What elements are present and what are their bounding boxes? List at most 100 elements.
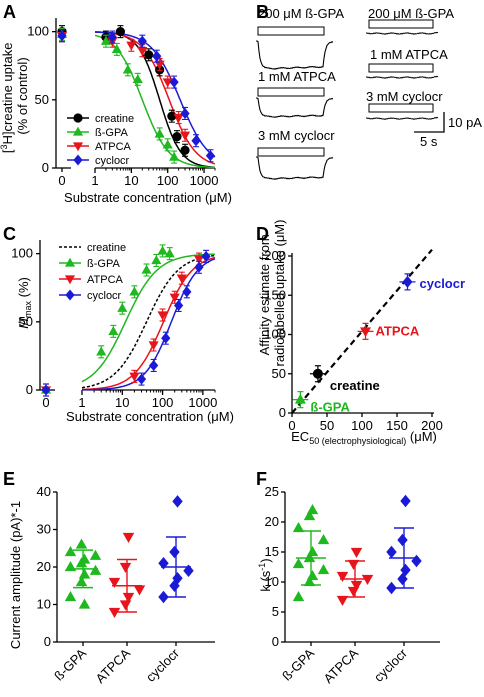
data-point-atpca <box>137 47 148 57</box>
panel-c-current-chart: I/Imax (%) Substrate concentration (μM) … <box>11 240 234 424</box>
category-label: ATPCA <box>93 645 134 686</box>
data-point-cyclocr <box>386 581 397 595</box>
data-point-atpca <box>336 595 349 606</box>
current-trace-atpca-left <box>256 97 334 119</box>
fit-curve-cyclocr <box>95 31 216 158</box>
data-point-creatine <box>172 132 182 142</box>
panel-f-ylabel: k (s-1) <box>257 558 273 591</box>
trace-label-bgpa-right: 200 μM ß-GPA <box>368 6 454 21</box>
y-tick-label: 0 <box>279 405 286 420</box>
panel-d-correlation-chart: Affinity estimate from radiolabelled upt… <box>257 220 465 446</box>
data-point-cyclocr <box>182 286 192 298</box>
x-tick-label: 0 <box>42 395 49 410</box>
data-point-cyclocr <box>174 299 184 311</box>
data-point-cyclocr <box>158 590 169 604</box>
fit-curve-atpca <box>82 256 216 391</box>
data-point-bgpa <box>64 591 77 602</box>
y-tick-label: 10 <box>265 574 279 589</box>
panel-letter-f: F <box>256 469 267 489</box>
data-point-cyclocr <box>205 150 216 162</box>
data-point-atpca <box>133 585 146 596</box>
data-point-bgpa <box>292 591 305 602</box>
data-point-bgpa <box>169 151 180 161</box>
y-tick-label: 0 <box>42 160 49 175</box>
data-point-cyclocr <box>397 533 408 547</box>
data-point-bgpa <box>303 510 316 521</box>
current-trace-atpca-right <box>366 75 439 79</box>
data-point-cyclocr <box>41 384 51 396</box>
legend-marker-creatine <box>73 113 83 123</box>
data-point-atpca <box>336 571 349 582</box>
application-bar <box>257 26 325 36</box>
data-point-cyclocr <box>137 35 147 47</box>
panel-d-xlabel: EC50 (electrophysiological) (μM) <box>291 429 437 446</box>
data-point-bgpa <box>122 64 133 74</box>
data-point-cyclocr <box>57 30 67 42</box>
data-point-bgpa <box>154 128 165 138</box>
data-point-atpca <box>126 41 137 51</box>
data-point-bgpa <box>162 139 173 149</box>
panel-d-ylabel: Affinity estimate from radiolabelled upt… <box>257 220 287 367</box>
category-label: ß-GPA <box>279 645 317 683</box>
scale-bar-current-label: 10 pA <box>448 115 482 130</box>
point-label-bgpa: ß-GPA <box>310 400 350 415</box>
data-point-atpca <box>108 577 121 588</box>
data-point-bgpa <box>151 255 162 265</box>
data-point-atpca <box>193 255 205 265</box>
x-tick-label: 50 <box>320 418 334 433</box>
data-point-cyclocr <box>172 495 183 508</box>
y-tick-label: 50 <box>35 92 49 107</box>
data-point-bgpa <box>306 546 319 557</box>
data-point-bgpa <box>292 558 305 569</box>
data-point-atpca <box>129 372 140 382</box>
legend-label-bgpa: ß-GPA <box>95 127 128 139</box>
point-label-creatine: creatine <box>330 378 380 393</box>
data-point-atpca <box>154 60 165 70</box>
data-point-cyclocr <box>194 261 204 273</box>
data-point-atpca <box>162 78 173 88</box>
x-tick-label: 10 <box>115 395 129 410</box>
y-tick-label: 50 <box>19 314 33 329</box>
data-point-bgpa <box>303 576 316 587</box>
y-tick-label: 0 <box>272 634 279 649</box>
y-tick-label: 20 <box>265 514 279 529</box>
application-bar <box>368 63 434 73</box>
data-point-cyclocr <box>386 545 397 559</box>
data-point-cyclocr <box>400 563 411 577</box>
legend-label-creatine: creatine <box>95 113 134 125</box>
data-point-cyclocr <box>169 579 180 592</box>
data-point-bgpa <box>75 538 88 549</box>
legend-label-atpca: ATPCA <box>95 141 132 153</box>
data-point-creatine <box>115 27 126 37</box>
panel-e-amplitude-chart: Current amplitude (pA)*-1 0 10 20 30 40 ß-GPA… <box>8 484 215 686</box>
x-tick-label: 100 <box>152 395 174 410</box>
data-point-bgpa <box>64 561 77 572</box>
data-point-bgpa <box>317 564 330 575</box>
y-tick-label: 50 <box>272 366 286 381</box>
data-point-bgpa <box>317 534 330 545</box>
legend-marker-cyclocr <box>73 154 83 166</box>
data-point-bgpa <box>306 504 319 515</box>
panel-c-xlabel: Substrate concentration (μM) <box>66 409 234 424</box>
data-point-cyclocr <box>400 494 411 508</box>
fit-curve-cyclocr <box>82 258 216 391</box>
category-label: ß-GPA <box>51 645 89 683</box>
data-point-atpca <box>173 113 184 123</box>
data-point-cyclocr <box>183 564 194 577</box>
data-point-bgpa <box>141 264 152 274</box>
legend-label-atpca: ATPCA <box>87 274 124 286</box>
data-point-bgpa <box>129 286 140 296</box>
scale-bar-time-label: 5 s <box>420 134 438 149</box>
data-point-bgpa <box>78 598 91 609</box>
data-point-cyclocr <box>191 135 201 147</box>
panel-b-current-traces: 200 μM ß-GPA 1 mM ATPCA 3 mM cyclocr 200… <box>256 6 482 180</box>
legend-label-cyclocr: cyclocr <box>87 290 122 302</box>
x-tick-label: 150 <box>386 418 408 433</box>
data-point-cyclocr <box>136 373 147 385</box>
data-point-cyclocr <box>149 359 159 371</box>
current-trace-cyclocr-right <box>366 116 439 120</box>
panel-letter-d: D <box>256 224 269 244</box>
y-tick-label: 100 <box>264 327 286 342</box>
data-point-bgpa <box>117 302 128 312</box>
trace-label-atpca-left: 1 mM ATPCA <box>258 69 336 84</box>
